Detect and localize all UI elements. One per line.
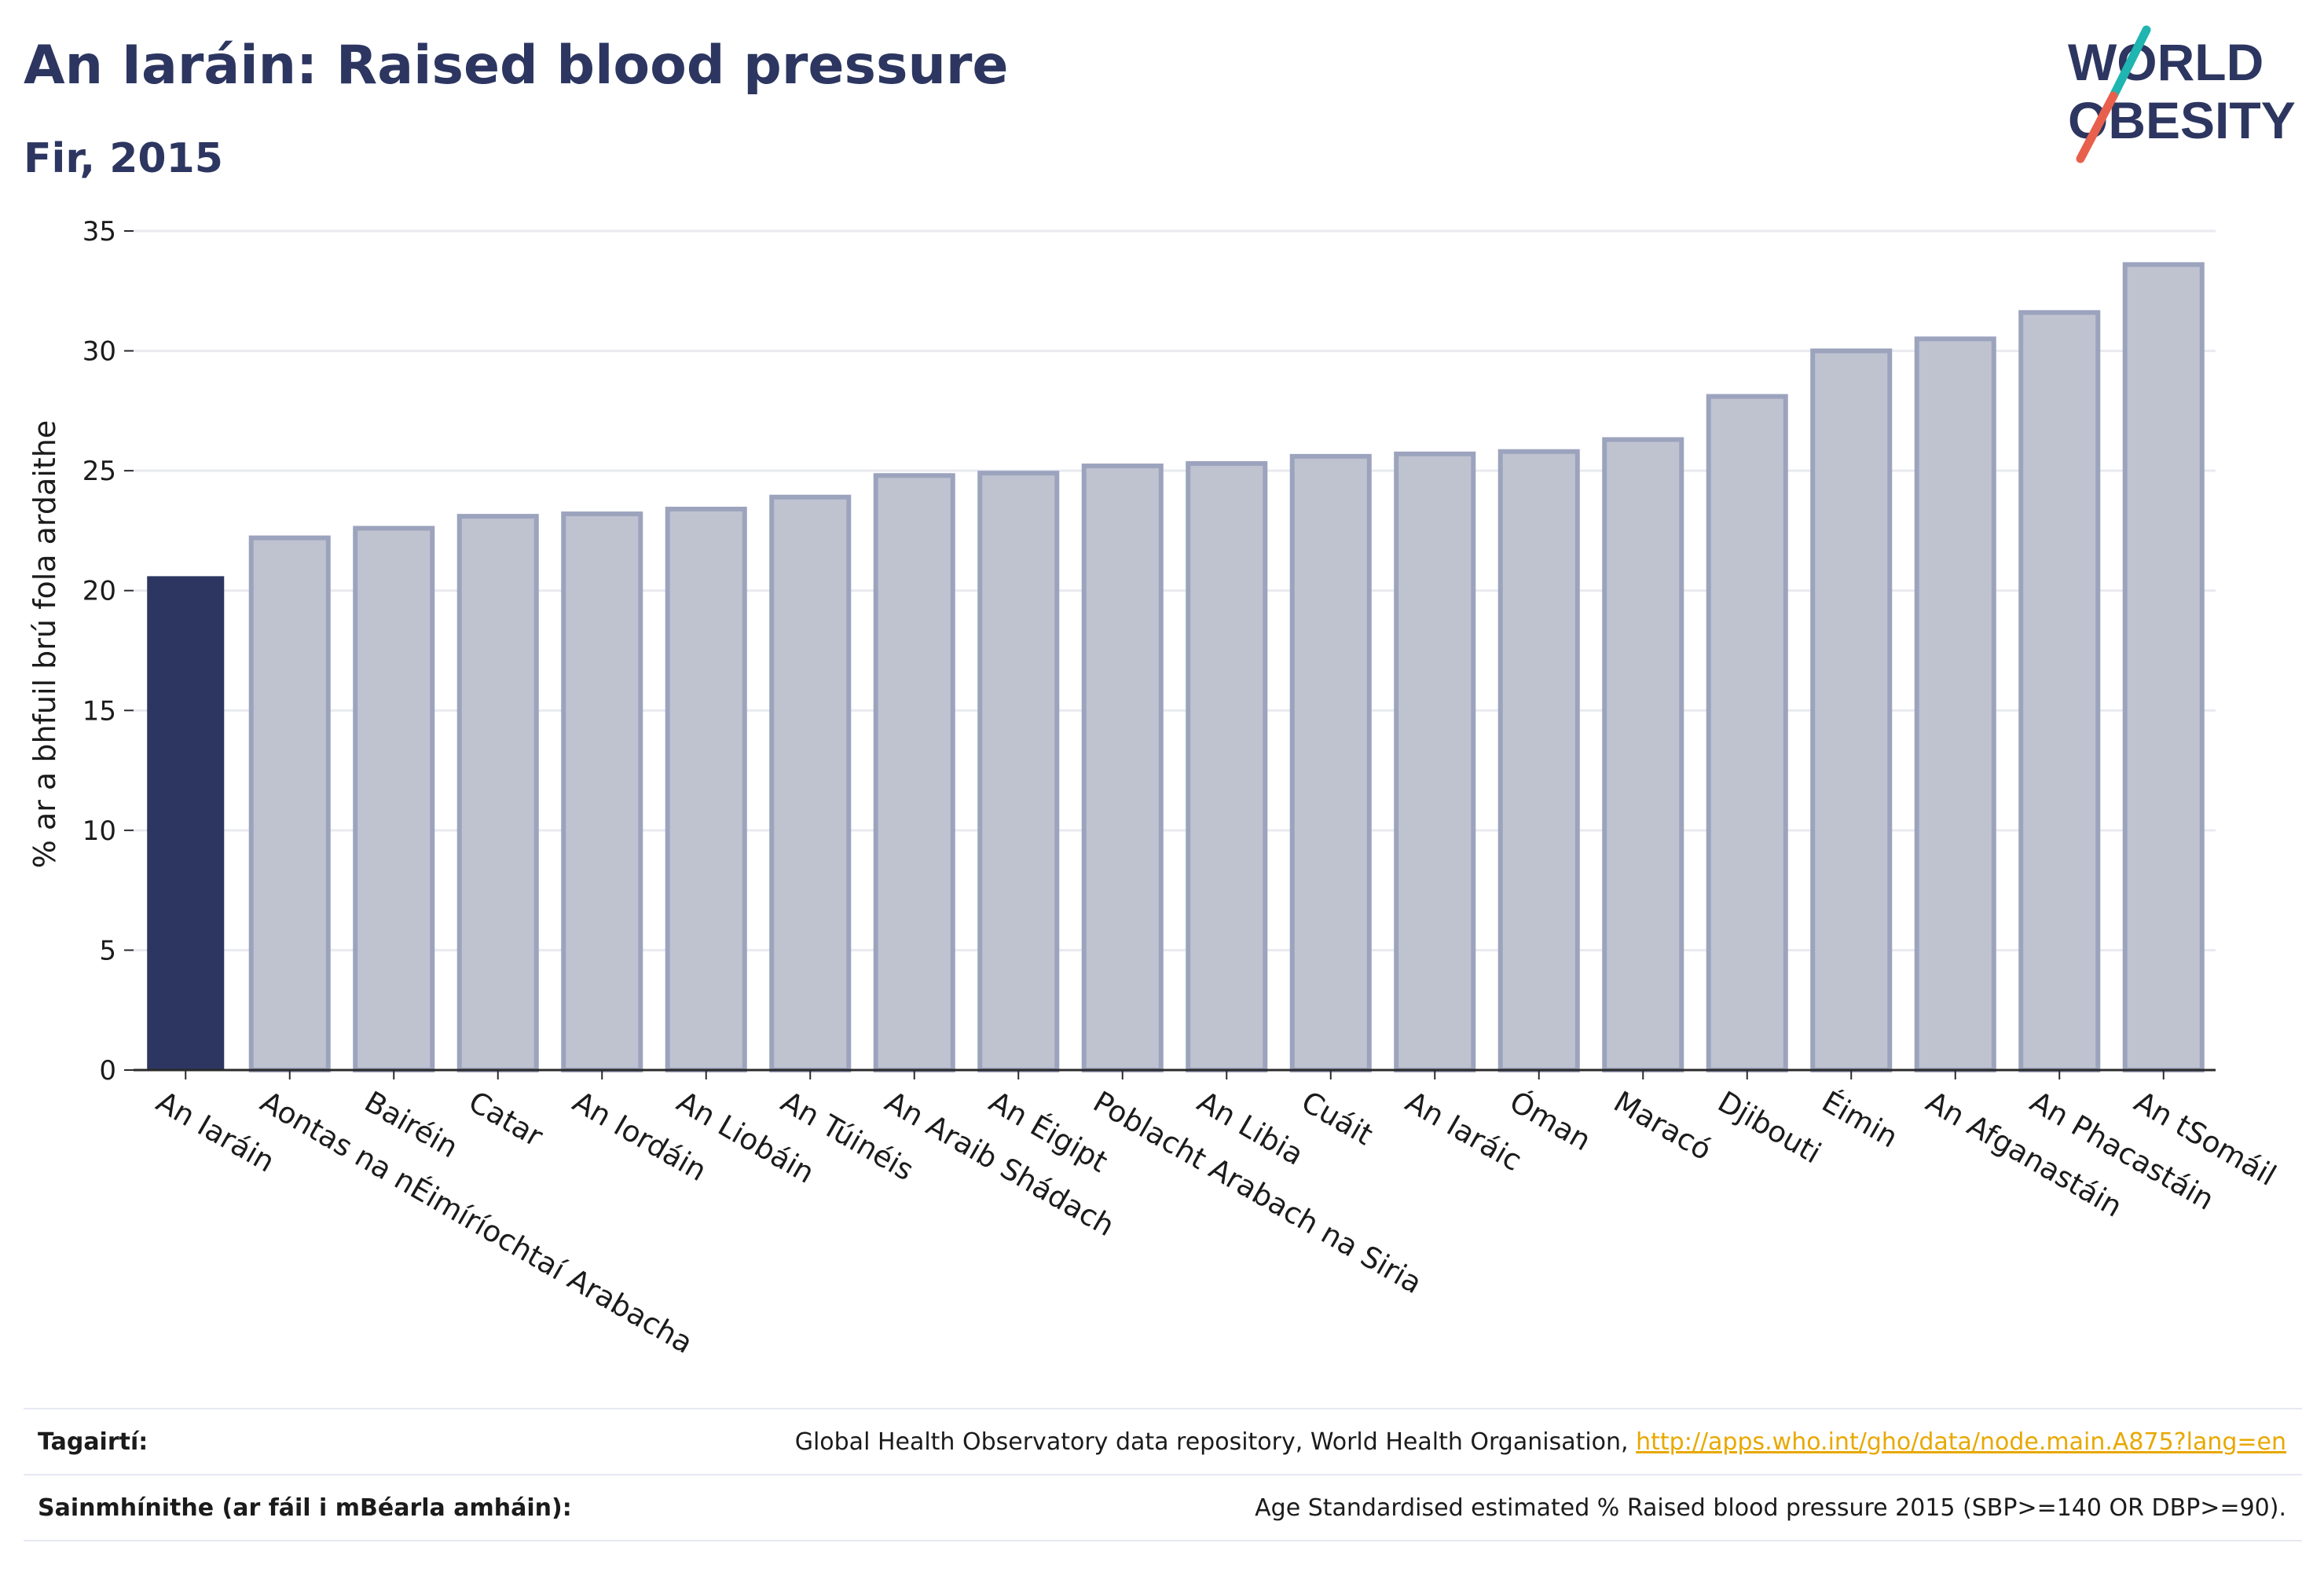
y-tick-label: 30 [82, 336, 116, 368]
bar-0 [147, 576, 225, 1070]
bars [147, 262, 2205, 1073]
references-label: Tagairtí: [38, 1428, 148, 1456]
logo-line2: OBESITY [2068, 91, 2296, 149]
bar-6 [769, 494, 852, 1072]
y-axis-title: % ar a bhfuil brú fola ardaithe [27, 420, 62, 868]
bar-4 [561, 511, 643, 1072]
bar-17 [1914, 336, 1996, 1073]
x-tick-label: Djibouti [1712, 1085, 1827, 1171]
bar-18 [2018, 310, 2101, 1072]
logo-accent-teal [2109, 25, 2151, 101]
bar-19 [2122, 262, 2205, 1073]
bar-11 [1289, 453, 1372, 1072]
x-tick-label: An Iaráic [1400, 1085, 1527, 1178]
bar-9 [1081, 464, 1164, 1072]
bar-13 [1497, 449, 1580, 1072]
x-tick-label: An Iaráin [151, 1085, 280, 1179]
y-tick-label: 25 [82, 456, 116, 487]
bar-5 [665, 506, 747, 1072]
y-tick-label: 5 [99, 935, 116, 966]
y-tick-label: 0 [99, 1055, 116, 1087]
y-tick-label: 10 [82, 815, 116, 847]
footer-divider-middle [24, 1474, 2302, 1475]
bar-8 [977, 471, 1060, 1072]
bar-7 [873, 473, 955, 1072]
bar-15 [1706, 394, 1788, 1072]
logo-accent-red [2076, 91, 2118, 163]
bar-14 [1602, 437, 1684, 1072]
y-tick-label: 20 [82, 576, 116, 607]
bar-10 [1186, 460, 1268, 1072]
logo-line1: WORLD [2068, 33, 2264, 91]
definitions-row: Sainmhínithe (ar fáil i mBéarla amháin):… [24, 1475, 2302, 1540]
bar-2 [353, 526, 435, 1072]
x-tick-label: Maracó [1608, 1085, 1717, 1167]
y-tick-label: 15 [82, 695, 116, 727]
footer-divider-bottom [24, 1540, 2302, 1541]
x-tick-label: Catar [463, 1085, 549, 1154]
references-row: Tagairtí: Global Health Observatory data… [24, 1409, 2302, 1474]
grid-lines [134, 229, 2216, 951]
x-tick-label: Éimin [1816, 1084, 1904, 1155]
references-value: Global Health Observatory data repositor… [795, 1428, 2302, 1456]
y-tick-labels: 0 5 10 15 20 25 30 35 [82, 216, 134, 1087]
bar-12 [1394, 451, 1476, 1072]
footer-divider-top [24, 1408, 2302, 1409]
chart-title: An Iaráin: Raised blood pressure [24, 35, 1009, 97]
bar-1 [248, 535, 331, 1072]
y-tick-label: 35 [82, 216, 116, 247]
world-obesity-logo: WORLD OBESITY [2068, 25, 2296, 163]
definitions-text: Age Standardised estimated % Raised bloo… [1255, 1494, 2286, 1522]
references-link[interactable]: http://apps.who.int/gho/data/node.main.A… [1636, 1428, 2286, 1456]
definitions-label: Sainmhínithe (ar fáil i mBéarla amháin): [38, 1494, 572, 1522]
bar-16 [1810, 348, 1893, 1073]
references-text: Global Health Observatory data repositor… [794, 1428, 1629, 1456]
bar-3 [456, 514, 539, 1072]
chart-subtitle: Fir, 2015 [24, 135, 223, 182]
